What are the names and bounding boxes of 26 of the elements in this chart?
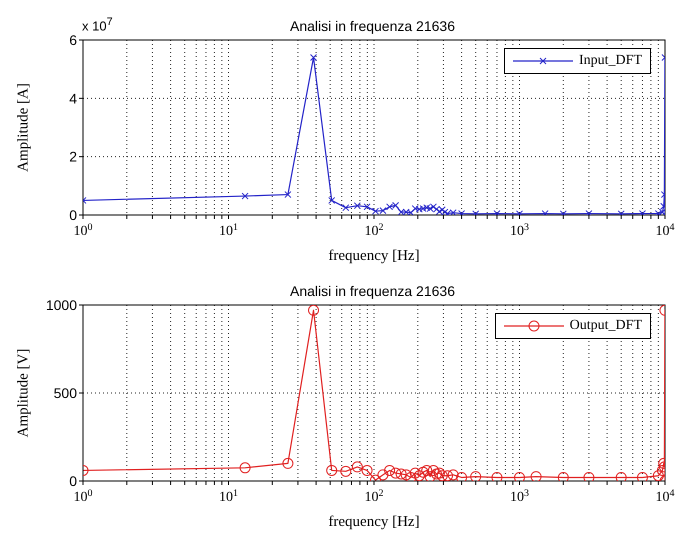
x-tick-label: 10$^{0}$ [74,488,92,505]
y-tick-label: 0 [69,472,78,489]
y-tick-label: 2 [69,148,78,165]
x-tick-label: 10$^{0}$ [74,222,92,239]
y-tick-label: 500 [54,384,78,401]
x-tick-label: 10$^{4}$ [656,222,674,239]
legend-label: Output_DFT [570,318,642,334]
y-tick-label: 0 [69,206,78,223]
legend-label: Input_DFT [579,53,642,69]
x-tick-label: 10$^{4}$ [656,488,674,505]
text: x 10$^{7}$ [82,16,113,34]
x-tick-label: 10$^{1}$ [219,488,238,505]
x-tick-label: 10$^{3}$ [510,488,529,505]
x-axis-title: frequency [Hz] [328,248,420,264]
chart-title: Analisi in frequenza 21636 [290,18,455,34]
y-axis-title: Amplitude [V] [15,348,32,438]
chart-title: Analisi in frequenza 21636 [290,283,455,299]
x-tick-label: 10$^{2}$ [364,222,384,239]
x-tick-label: 10$^{1}$ [219,222,238,239]
y-axis-title: Amplitude [A] [15,83,32,172]
x-tick-label: 10$^{3}$ [510,222,529,239]
y-tick-label: 4 [69,90,78,106]
y-tick-label: 6 [69,32,78,48]
y-tick-label: 1000 [46,296,78,313]
x-axis-title: frequency [Hz] [328,514,420,530]
x-tick-label: 10$^{2}$ [364,488,384,505]
